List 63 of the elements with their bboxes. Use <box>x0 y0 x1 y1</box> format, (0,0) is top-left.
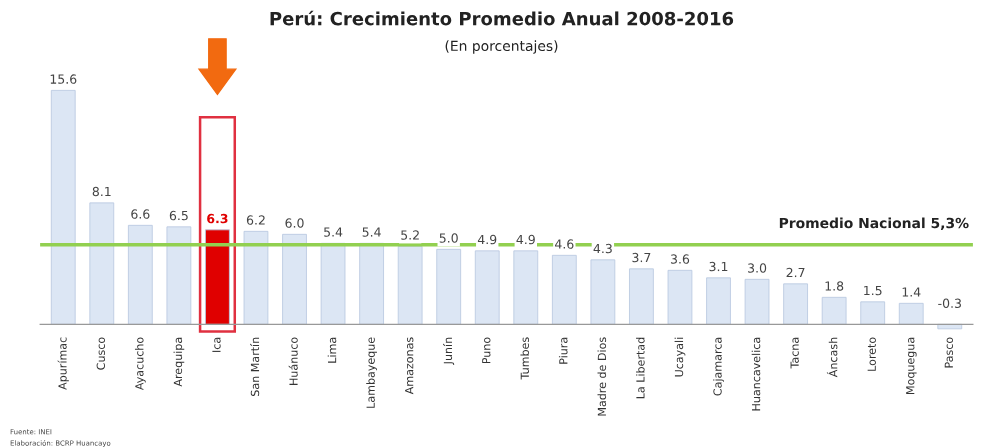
x-tick-label: Puno <box>482 337 491 364</box>
x-tick-label: Ayacucho <box>134 337 146 391</box>
x-tick-label: Madre de Dios <box>597 337 607 416</box>
data-label: 4.9 <box>516 234 535 245</box>
ref-line-label: Promedio Nacional 5,3% <box>779 217 969 231</box>
data-label: 15.6 <box>50 74 77 84</box>
x-tick-label: Tacna <box>790 337 799 369</box>
x-tick-label: Lima <box>327 337 337 363</box>
bar <box>513 250 539 325</box>
x-tick-label: Huánuco <box>288 337 298 385</box>
data-label: 4.9 <box>477 234 497 245</box>
x-tick-label: Áncash <box>826 337 838 378</box>
data-label: 4.6 <box>555 239 574 249</box>
bar <box>89 202 115 325</box>
bar <box>166 226 192 325</box>
data-label: 2.7 <box>786 267 805 278</box>
bar <box>590 259 616 325</box>
x-tick-label: La Libertad <box>636 337 645 399</box>
data-label: 3.1 <box>709 261 728 272</box>
bar <box>706 277 731 325</box>
x-tick-label: Huancavelica <box>751 337 761 411</box>
bar <box>205 229 230 325</box>
data-label: 6.0 <box>285 218 304 228</box>
x-tick-label: Amazonas <box>405 337 414 395</box>
x-tick-label: Cajamarca <box>713 337 724 396</box>
data-label: 5.4 <box>324 227 343 237</box>
data-label: 1.5 <box>864 285 882 296</box>
bar <box>783 283 808 325</box>
data-label: 5.4 <box>362 227 381 237</box>
data-label: 4.3 <box>593 243 612 254</box>
data-label: 3.7 <box>632 252 651 263</box>
data-label: 6.2 <box>246 215 265 225</box>
x-tick-label: Loreto <box>867 337 876 371</box>
x-tick-label: Pasco <box>944 337 954 368</box>
x-tick-label: Ica <box>212 337 221 352</box>
bar <box>629 268 654 325</box>
x-tick-label: Piura <box>558 337 568 364</box>
x-tick-label: Junín <box>443 337 455 365</box>
x-tick-label: Lambayeque <box>366 337 377 408</box>
bar <box>474 250 500 325</box>
x-tick-label: San Martín <box>250 337 260 396</box>
x-tick-label: Apurímac <box>57 337 69 390</box>
data-label: 3.0 <box>748 263 767 273</box>
data-label: 5.0 <box>439 233 458 243</box>
data-label: 8.1 <box>92 186 111 197</box>
data-label: 6.6 <box>131 209 150 219</box>
bar <box>551 254 577 325</box>
chart-title: Perú: Crecimiento Promedio Anual 2008-2016 <box>270 10 734 26</box>
x-tick-label: Ucayali <box>674 337 686 377</box>
chart-subtitle: (En porcentajes) <box>445 40 558 54</box>
data-label: 1.8 <box>825 281 844 291</box>
data-label: 1.4 <box>902 287 921 297</box>
data-label: 6.3 <box>207 213 228 224</box>
x-tick-label: Tumbes <box>520 337 530 380</box>
x-tick-label: Moquegua <box>906 337 917 394</box>
x-tick-label: Arequipa <box>173 337 185 387</box>
data-label: 6.5 <box>169 210 188 221</box>
bar <box>860 301 886 325</box>
x-tick-label: Cusco <box>96 337 106 370</box>
data-label: 5.2 <box>401 230 419 240</box>
bar <box>397 245 423 325</box>
data-label: 3.6 <box>670 254 690 264</box>
data-label: -0.3 <box>938 298 961 309</box>
